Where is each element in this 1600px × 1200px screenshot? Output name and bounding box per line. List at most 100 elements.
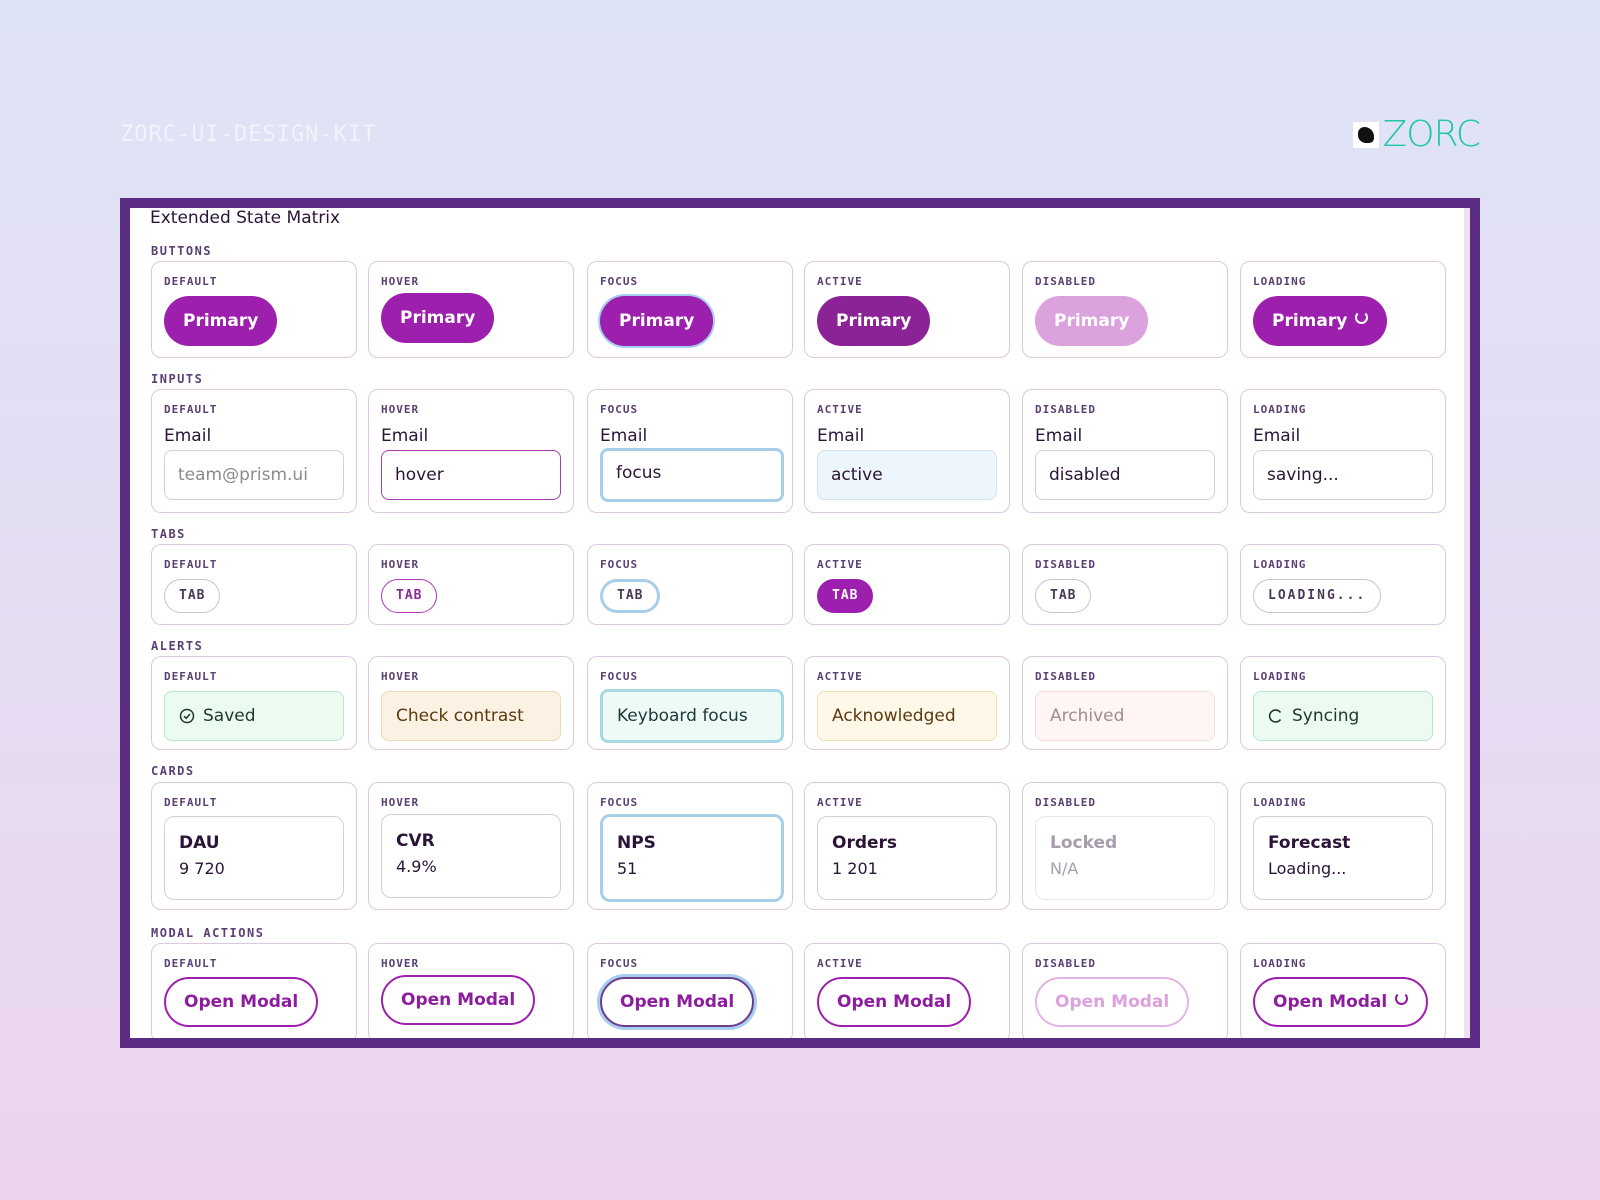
- state-cell: LOADING Forecast Loading...: [1240, 782, 1446, 910]
- modal-button[interactable]: Open Modal: [1035, 977, 1190, 1027]
- state-cell: FOCUS TAB: [587, 544, 793, 625]
- state-cell: LOADING Primary: [1240, 261, 1446, 358]
- modal-button[interactable]: Open Modal: [381, 975, 536, 1025]
- state-label: DEFAULT: [164, 558, 218, 571]
- state-cell: DEFAULT Open Modal: [151, 943, 357, 1038]
- state-cell: FOCUS NPS 51: [587, 782, 793, 910]
- state-cell: HOVER Open Modal: [368, 943, 574, 1038]
- state-label: DEFAULT: [164, 957, 218, 970]
- tab[interactable]: TAB: [817, 579, 874, 613]
- section-label: MODAL ACTIONS: [151, 926, 265, 940]
- state-cell: DISABLED TAB: [1022, 544, 1228, 625]
- email-input[interactable]: team@prism.ui: [164, 450, 344, 500]
- state-cell: DEFAULT Email team@prism.ui: [151, 389, 357, 513]
- input-label: Email: [1035, 426, 1083, 446]
- state-cell: DEFAULT Saved: [151, 656, 357, 750]
- metric-card[interactable]: Orders 1 201: [817, 816, 997, 900]
- state-cell: HOVER TAB: [368, 544, 574, 625]
- state-label: DISABLED: [1035, 670, 1096, 683]
- state-cell: DEFAULT Primary: [151, 261, 357, 358]
- card-value: 9 720: [179, 859, 225, 878]
- alert: Saved: [164, 691, 344, 741]
- state-label: LOADING: [1253, 957, 1307, 970]
- state-cell: HOVER Check contrast: [368, 656, 574, 750]
- state-cell: FOCUS Keyboard focus: [587, 656, 793, 750]
- state-label: ACTIVE: [817, 670, 863, 683]
- metric-card[interactable]: Forecast Loading...: [1253, 816, 1433, 900]
- metric-card[interactable]: CVR 4.9%: [381, 814, 561, 898]
- state-label: DEFAULT: [164, 403, 218, 416]
- email-input[interactable]: hover: [381, 450, 561, 500]
- primary-button[interactable]: Primary: [164, 296, 278, 346]
- primary-button[interactable]: Primary: [381, 293, 495, 343]
- state-cell: DEFAULT DAU 9 720: [151, 782, 357, 910]
- email-input[interactable]: disabled: [1035, 450, 1215, 500]
- state-cell: DISABLED Archived: [1022, 656, 1228, 750]
- state-label: ACTIVE: [817, 558, 863, 571]
- state-label: ACTIVE: [817, 957, 863, 970]
- panel-title: Extended State Matrix: [150, 208, 341, 228]
- card-title: Forecast: [1268, 833, 1351, 853]
- sync-icon: [1268, 709, 1282, 723]
- card-value: 1 201: [832, 859, 878, 878]
- state-label: FOCUS: [600, 796, 639, 809]
- state-label: DEFAULT: [164, 670, 218, 683]
- state-label: ACTIVE: [817, 796, 863, 809]
- state-label: FOCUS: [600, 275, 639, 288]
- card-value: 51: [617, 859, 638, 878]
- state-cell: DISABLED Open Modal: [1022, 943, 1228, 1038]
- state-cell: FOCUS Primary: [587, 261, 793, 358]
- metric-card[interactable]: DAU 9 720: [164, 816, 344, 900]
- state-cell: DEFAULT TAB: [151, 544, 357, 625]
- state-cell: ACTIVE TAB: [804, 544, 1010, 625]
- state-cell: DISABLED Email disabled: [1022, 389, 1228, 513]
- email-input[interactable]: saving...: [1253, 450, 1433, 500]
- state-label: HOVER: [381, 957, 420, 970]
- email-input[interactable]: active: [817, 450, 997, 500]
- state-label: DISABLED: [1035, 957, 1096, 970]
- alert: Check contrast: [381, 691, 561, 741]
- alert: Acknowledged: [817, 691, 997, 741]
- state-cell: LOADING Syncing: [1240, 656, 1446, 750]
- state-cell: ACTIVE Orders 1 201: [804, 782, 1010, 910]
- metric-card[interactable]: NPS 51: [600, 814, 784, 902]
- email-input[interactable]: focus: [600, 448, 784, 502]
- state-cell: DISABLED Locked N/A: [1022, 782, 1228, 910]
- state-label: DISABLED: [1035, 796, 1096, 809]
- alert-text: Keyboard focus: [617, 706, 748, 726]
- modal-button[interactable]: Open Modal: [817, 977, 972, 1027]
- logo-icon: [1352, 121, 1379, 148]
- modal-button[interactable]: Open Modal: [1253, 977, 1429, 1027]
- primary-button[interactable]: Primary: [1035, 296, 1149, 346]
- tab[interactable]: TAB: [381, 579, 438, 613]
- state-label: FOCUS: [600, 670, 639, 683]
- logo: ZORC: [1352, 114, 1481, 155]
- state-cell: ACTIVE Open Modal: [804, 943, 1010, 1038]
- primary-button[interactable]: Primary: [817, 296, 931, 346]
- state-label: HOVER: [381, 403, 420, 416]
- tab[interactable]: LOADING...: [1253, 579, 1382, 613]
- section-label: BUTTONS: [151, 244, 213, 258]
- primary-button[interactable]: Primary: [1253, 296, 1388, 346]
- state-label: HOVER: [381, 558, 420, 571]
- alert: Archived: [1035, 691, 1215, 741]
- tab[interactable]: TAB: [600, 579, 661, 613]
- modal-button[interactable]: Open Modal: [164, 977, 319, 1027]
- tab[interactable]: TAB: [164, 579, 221, 613]
- kit-name: ZORC-UI-DESIGN-KIT: [120, 122, 377, 147]
- modal-button[interactable]: Open Modal: [600, 977, 755, 1027]
- tab[interactable]: TAB: [1035, 579, 1092, 613]
- metric-card[interactable]: Locked N/A: [1035, 816, 1215, 900]
- state-cell: HOVER Email hover: [368, 389, 574, 513]
- state-label: FOCUS: [600, 558, 639, 571]
- card-value: N/A: [1050, 859, 1079, 878]
- state-label: LOADING: [1253, 558, 1307, 571]
- state-cell: HOVER Primary: [368, 261, 574, 358]
- state-cell: LOADING LOADING...: [1240, 544, 1446, 625]
- section-label: INPUTS: [151, 372, 204, 386]
- primary-button[interactable]: Primary: [600, 296, 714, 346]
- state-label: HOVER: [381, 275, 420, 288]
- state-label: ACTIVE: [817, 275, 863, 288]
- alert: Syncing: [1253, 691, 1433, 741]
- section-label: CARDS: [151, 764, 195, 778]
